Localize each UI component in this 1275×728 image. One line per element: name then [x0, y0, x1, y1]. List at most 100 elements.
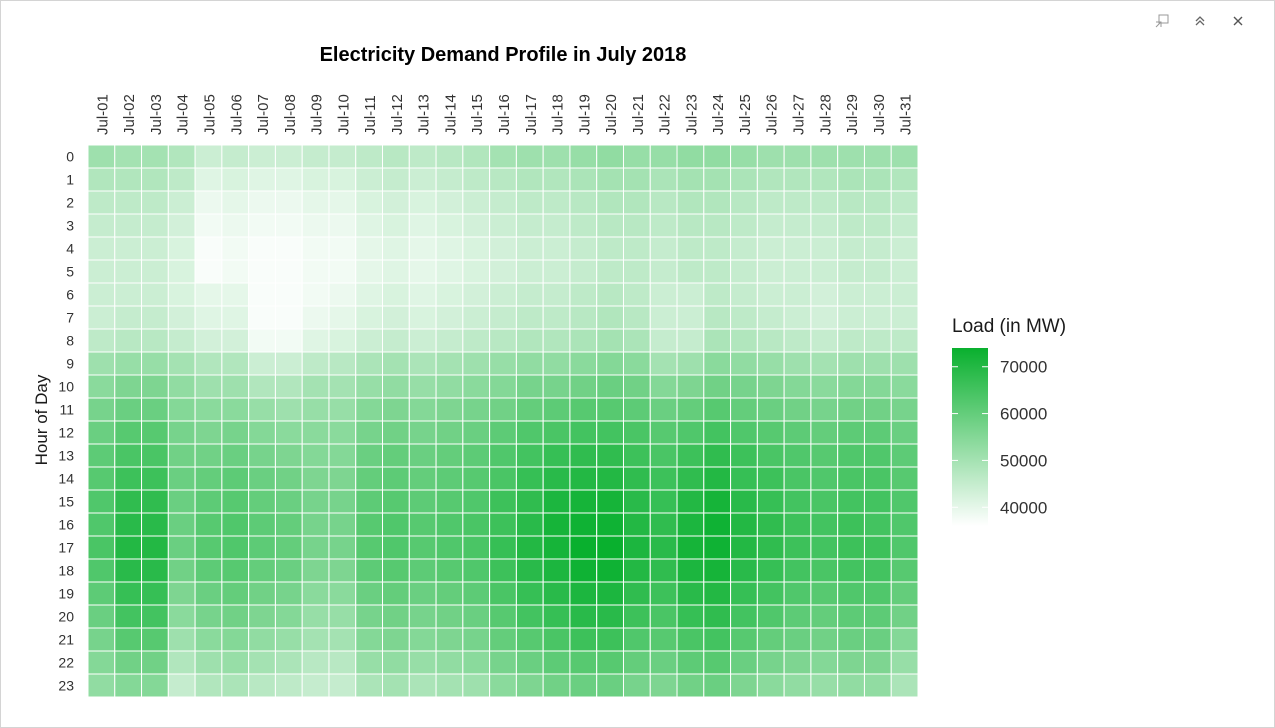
heatmap-cell [837, 167, 865, 192]
x-tick-label: Jul-15 [469, 94, 486, 135]
y-tick-label: 2 [66, 195, 74, 211]
heatmap-cell [756, 282, 785, 307]
heatmap-cell [703, 397, 732, 422]
heatmap-cell [542, 673, 571, 698]
heatmap-cell [328, 351, 357, 376]
heatmap-cell [408, 558, 437, 583]
heatmap-cell [515, 282, 544, 307]
heatmap-cell [649, 535, 678, 560]
heatmap-cell [274, 489, 303, 514]
heatmap-cell [274, 627, 303, 652]
heatmap-cell [382, 420, 410, 445]
heatmap-cell [462, 167, 491, 192]
y-tick-label: 10 [58, 379, 74, 395]
heatmap-cell [167, 627, 196, 652]
heatmap-cell [489, 374, 517, 399]
heatmap-cell [569, 489, 598, 514]
heatmap-cell [114, 581, 143, 606]
heatmap-cell [301, 144, 330, 169]
heatmap-cell [649, 144, 678, 169]
heatmap-cell [837, 282, 865, 307]
heatmap-cell [676, 259, 705, 284]
heatmap-cell [408, 144, 437, 169]
close-icon[interactable] [1226, 11, 1250, 31]
heatmap-cell [167, 236, 196, 261]
heatmap-cell [248, 144, 276, 169]
heatmap-cell [355, 282, 384, 307]
heatmap-cell [435, 144, 464, 169]
heatmap-cell [542, 535, 571, 560]
y-tick-label: 17 [58, 540, 74, 556]
pin-icon[interactable] [1150, 11, 1174, 31]
heatmap-cell [676, 190, 705, 215]
heatmap-cell [810, 535, 839, 560]
heatmap-cell [328, 190, 357, 215]
heatmap-cell [328, 535, 357, 560]
heatmap-cell [408, 167, 437, 192]
heatmap-cell [221, 489, 250, 514]
heatmap-cell [596, 167, 624, 192]
heatmap-cell [569, 535, 598, 560]
x-tick-label: Jul-03 [148, 94, 165, 135]
heatmap-cell [167, 489, 196, 514]
heatmap-cell [783, 604, 812, 629]
heatmap-cell [703, 650, 732, 675]
heatmap-cell [114, 604, 143, 629]
heatmap-cell [890, 512, 919, 537]
heatmap-cell [382, 167, 410, 192]
legend-tick-label: 50000 [1000, 451, 1047, 470]
heatmap-cell [248, 328, 276, 353]
heatmap-cell [248, 581, 276, 606]
heatmap-cell [810, 420, 839, 445]
heatmap-cell [194, 374, 223, 399]
heatmap-cell [355, 397, 384, 422]
heatmap-cell [783, 328, 812, 353]
heatmap-cell [569, 144, 598, 169]
heatmap-cell [114, 351, 143, 376]
heatmap-cell [301, 604, 330, 629]
heatmap-cell [863, 167, 892, 192]
heatmap-cell [542, 305, 571, 330]
heatmap-cell [301, 213, 330, 238]
x-tick-label: Jul-09 [309, 94, 326, 135]
y-tick-label: 21 [58, 632, 74, 648]
heatmap-cell [863, 535, 892, 560]
heatmap-cell [221, 650, 250, 675]
heatmap-cell [462, 236, 491, 261]
x-tick-label: Jul-05 [201, 94, 218, 135]
heatmap-cell [462, 144, 491, 169]
heatmap-cell [542, 627, 571, 652]
heatmap-cell [890, 190, 919, 215]
heatmap-cell [248, 190, 276, 215]
heatmap-cell [810, 581, 839, 606]
heatmap-cell [863, 282, 892, 307]
heatmap-cell [355, 673, 384, 698]
heatmap-cell [355, 604, 384, 629]
heatmap-cell [328, 305, 357, 330]
heatmap-cell [863, 512, 892, 537]
heatmap-cell [542, 512, 571, 537]
heatmap-cell [676, 558, 705, 583]
collapse-icon[interactable] [1188, 11, 1212, 31]
heatmap-cell [274, 673, 303, 698]
heatmap-cell [435, 466, 464, 491]
heatmap-cell [248, 627, 276, 652]
heatmap-cell [248, 535, 276, 560]
heatmap-cell [167, 305, 196, 330]
heatmap-cell [649, 190, 678, 215]
heatmap-cell [756, 443, 785, 468]
heatmap-cell [194, 604, 223, 629]
heatmap-cell [274, 305, 303, 330]
heatmap-cell [730, 167, 758, 192]
heatmap-cell [730, 397, 758, 422]
heatmap-cell [756, 397, 785, 422]
heatmap-cell [703, 512, 732, 537]
heatmap-cell [274, 581, 303, 606]
heatmap-cell [703, 581, 732, 606]
heatmap-cell [890, 351, 919, 376]
heatmap-cell [382, 213, 410, 238]
heatmap-cell [596, 627, 624, 652]
heatmap-cell [248, 466, 276, 491]
heatmap-cell [542, 236, 571, 261]
heatmap-cell [596, 190, 624, 215]
